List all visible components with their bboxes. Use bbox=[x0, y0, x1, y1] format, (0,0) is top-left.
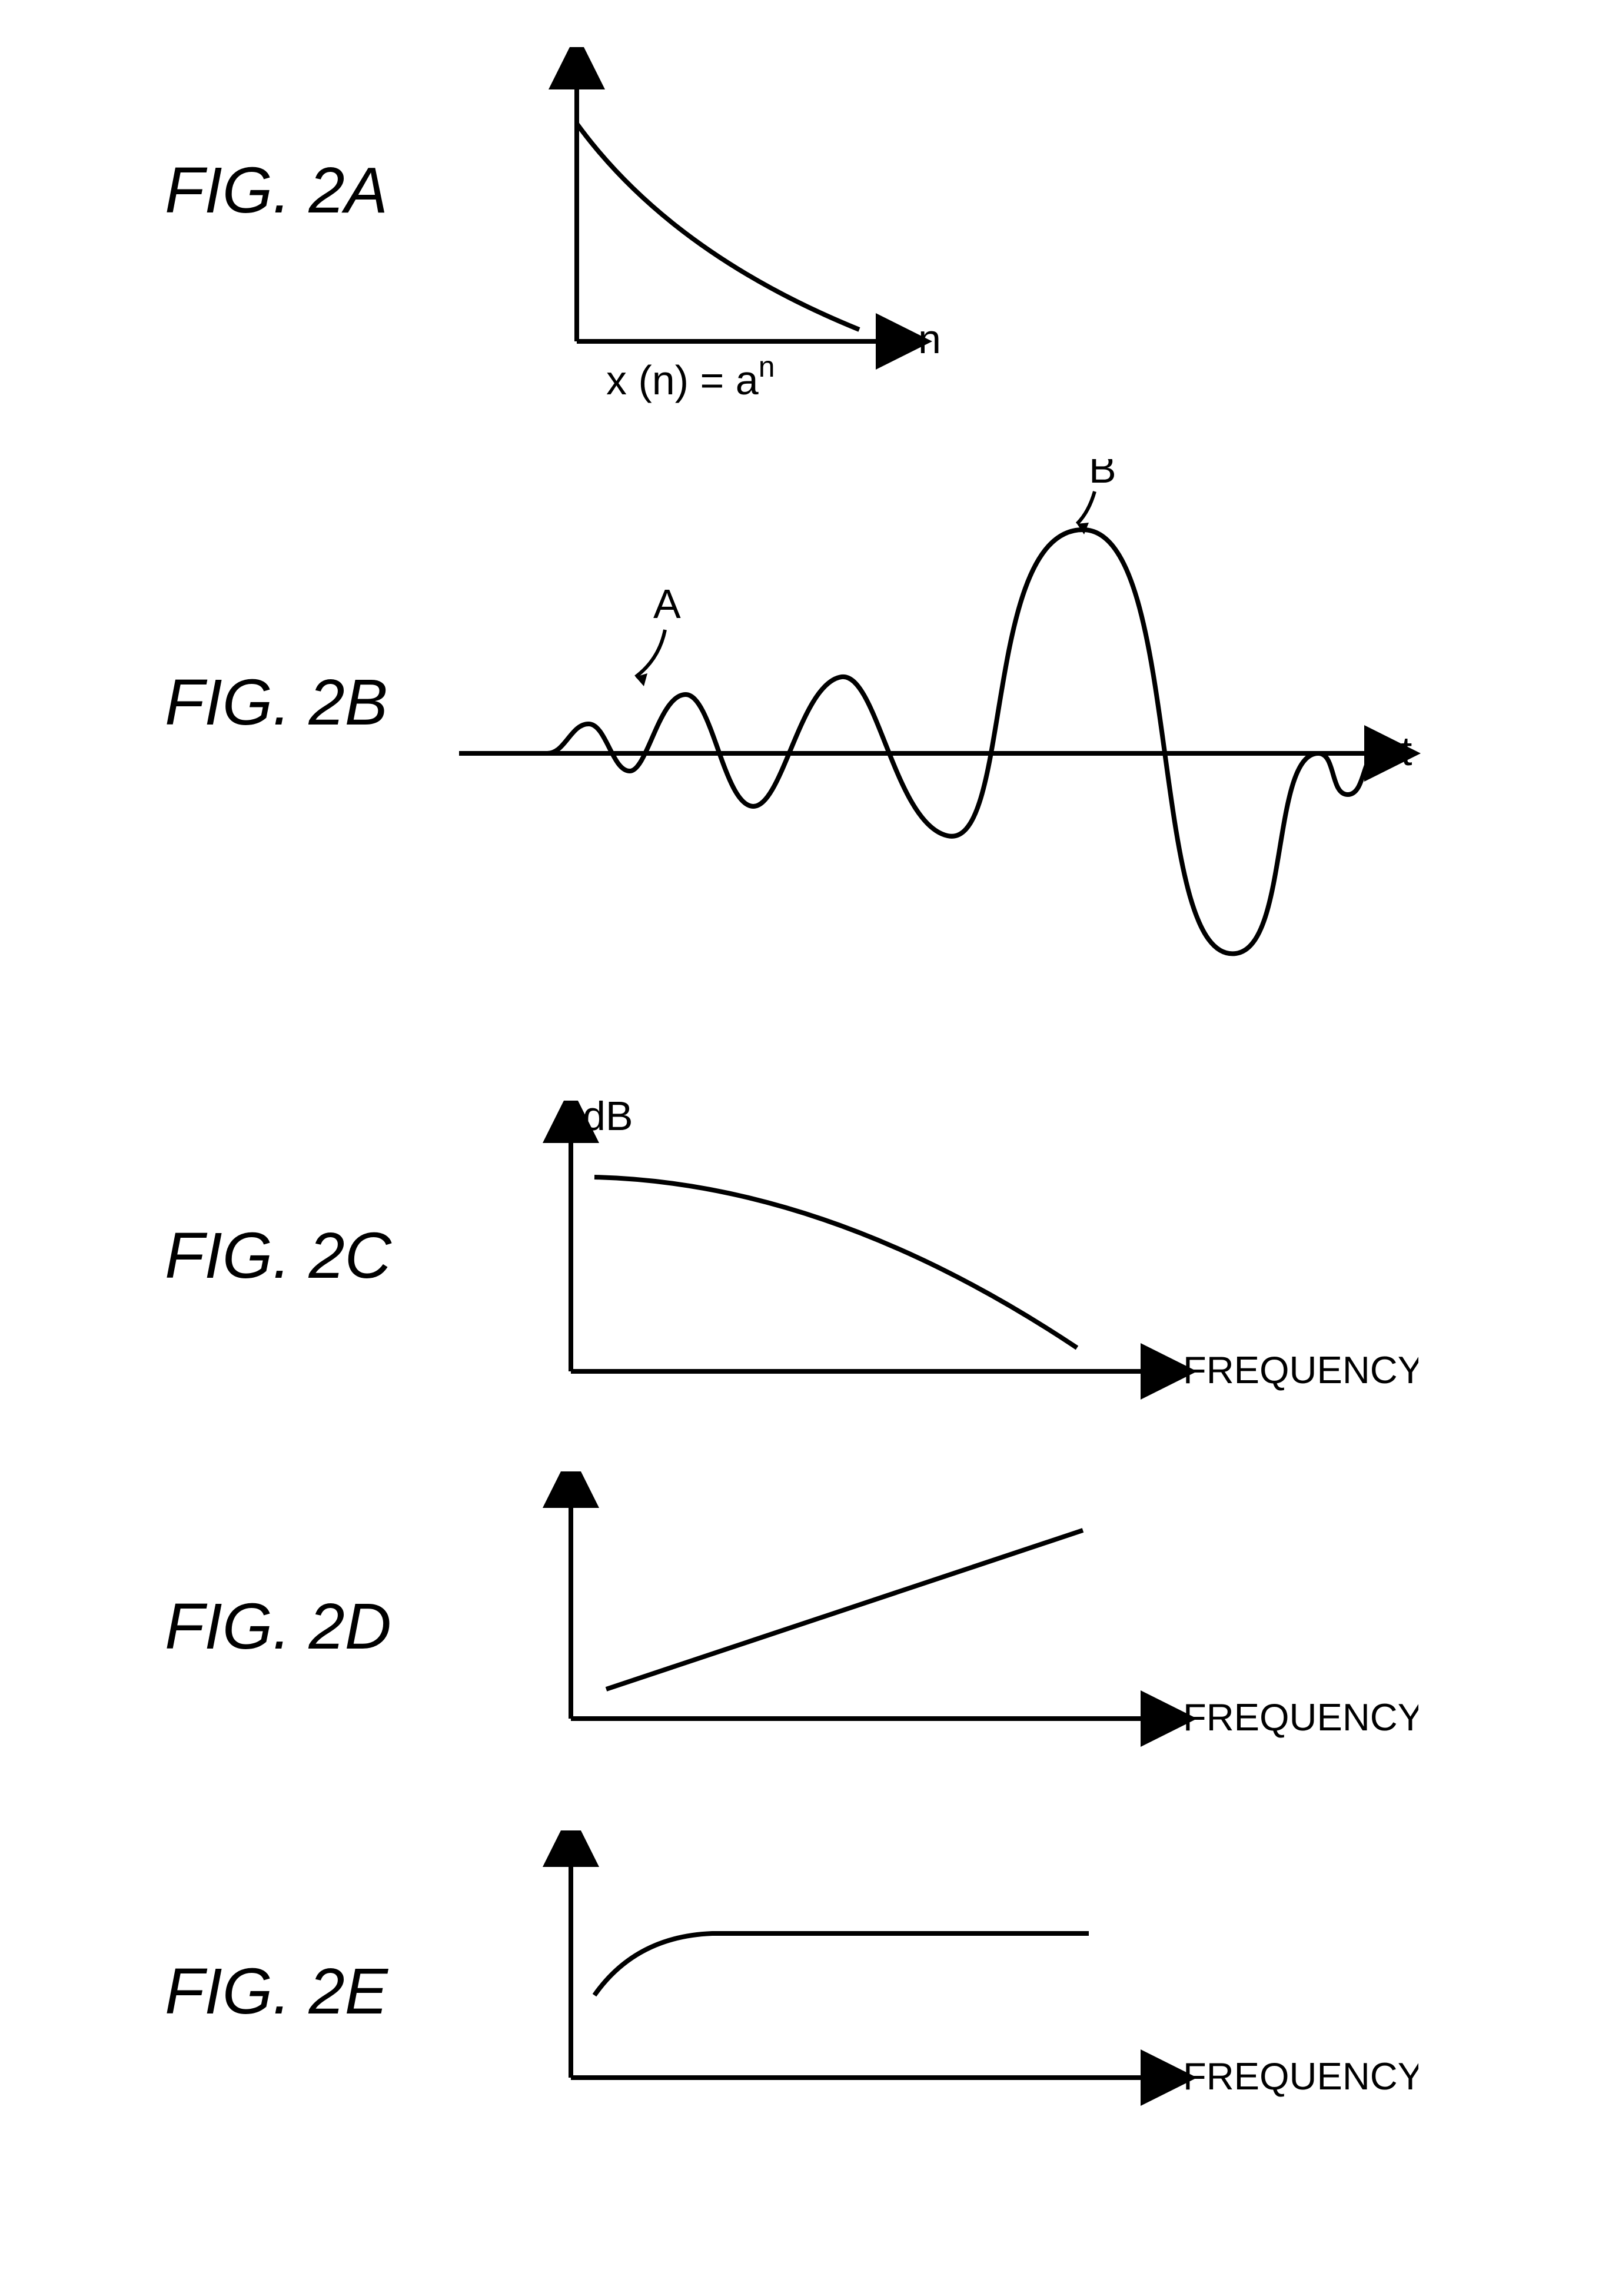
fig-2a-label: FIG. 2A bbox=[165, 153, 388, 228]
fig-2b-label: FIG. 2B bbox=[165, 665, 388, 740]
fig-2a-eq: x (n) = an bbox=[606, 350, 775, 403]
fig-2e-label: FIG. 2E bbox=[165, 1954, 388, 2029]
fig-2c-row: FIG. 2C bbox=[165, 1218, 391, 1293]
fig-2b-callout-b: B bbox=[1089, 459, 1116, 491]
fig-2c-label: FIG. 2C bbox=[165, 1218, 391, 1293]
fig-2d-chart: FREQUENCY bbox=[536, 1471, 1418, 1754]
fig-2d-label: FIG. 2D bbox=[165, 1589, 391, 1664]
fig-2e-row: FIG. 2E bbox=[165, 1954, 388, 2029]
fig-2a-ylabel: x bbox=[565, 47, 586, 85]
fig-2d-row: FIG. 2D bbox=[165, 1589, 391, 1664]
page: FIG. 2A x n x (n) = an FIG. 2B bbox=[0, 0, 1622, 2296]
fig-2e-xlabel: FREQUENCY bbox=[1183, 2055, 1418, 2098]
fig-2a-row: FIG. 2A bbox=[165, 153, 388, 228]
fig-2c-chart: dB FREQUENCY bbox=[536, 1101, 1418, 1407]
fig-2e-chart: FREQUENCY bbox=[536, 1830, 1418, 2113]
fig-2c-ylabel: dB bbox=[583, 1101, 633, 1139]
fig-2b-chart: A B t bbox=[441, 459, 1442, 1001]
fig-2d-xlabel: FREQUENCY bbox=[1183, 1696, 1418, 1739]
fig-2c-xlabel: FREQUENCY bbox=[1183, 1348, 1418, 1391]
fig-2b-xlabel: t bbox=[1401, 728, 1412, 774]
fig-2b-row: FIG. 2B bbox=[165, 665, 388, 740]
fig-2a-chart: x n x (n) = an bbox=[530, 47, 1059, 412]
fig-2b-callout-a: A bbox=[653, 581, 681, 627]
fig-2a-xlabel: n bbox=[918, 316, 941, 362]
